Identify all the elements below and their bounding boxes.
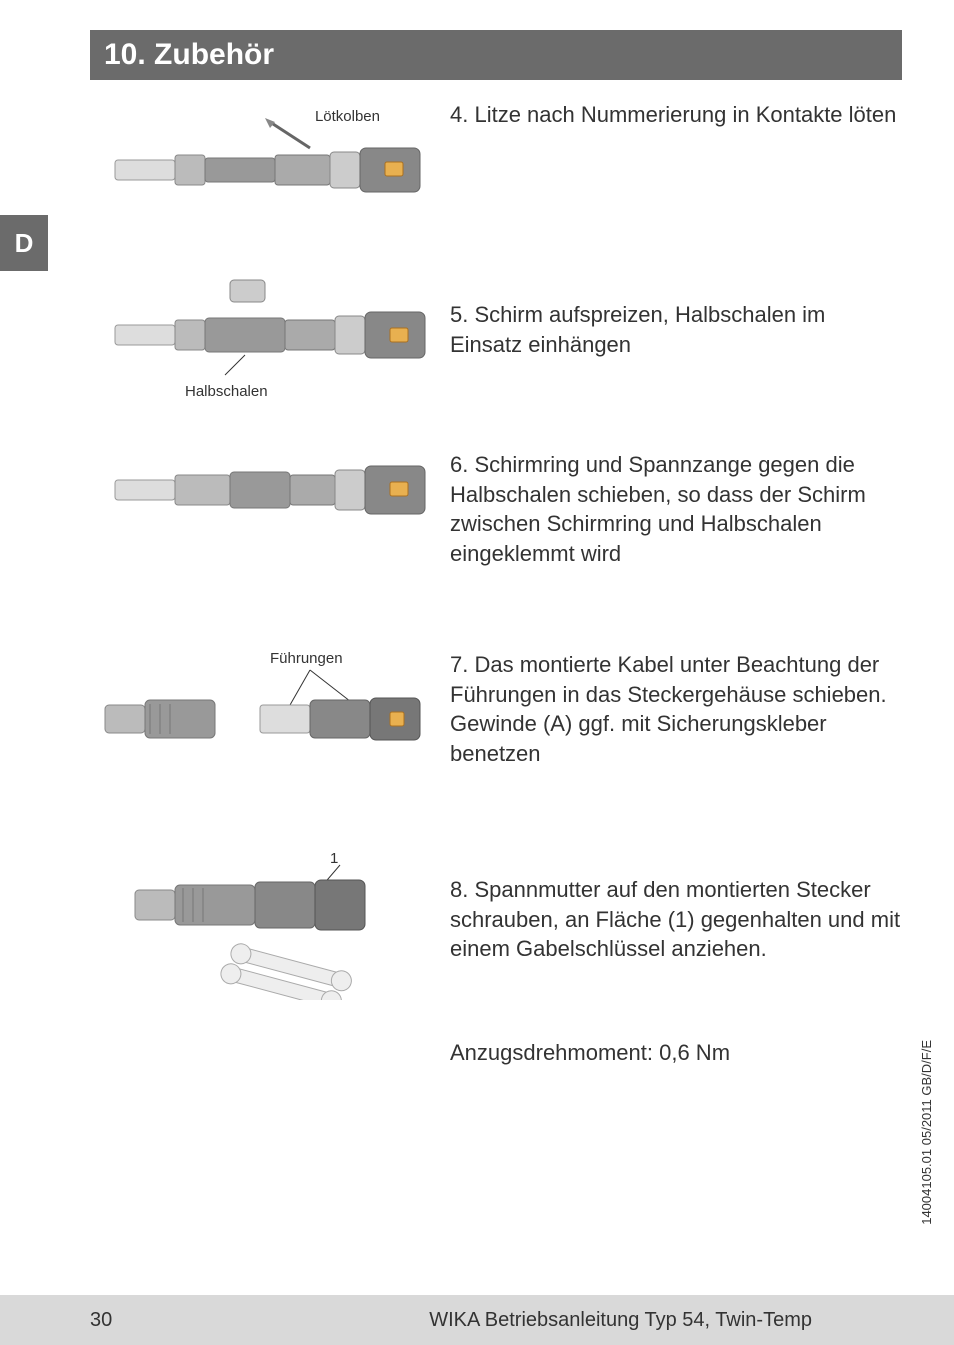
diagram-step5: Halbschalen <box>90 270 440 400</box>
step-row: 6. Schirmring und Spannzange gegen die H… <box>90 450 902 620</box>
page-footer: 30 WIKA Betriebsanleitung Typ 54, Twin-T… <box>0 1295 954 1345</box>
step-text: 8. Spannmutter auf den montierten Stecke… <box>440 850 902 964</box>
diagram-label: Führungen <box>270 650 343 667</box>
diagram-step7: Führungen <box>90 650 440 770</box>
section-title: 10. Zubehör <box>104 38 274 72</box>
connector-diagram-icon <box>95 650 435 770</box>
document-id: 14004105.01 05/2011 GB/D/F/E <box>919 1040 934 1225</box>
diagram-label: Halbschalen <box>185 383 268 400</box>
diagram-label: Lötkolben <box>315 108 380 125</box>
step-row: Halbschalen 5. Schirm aufspreizen, Halbs… <box>90 270 902 420</box>
diagram-step6 <box>90 450 440 530</box>
connector-diagram-icon <box>95 850 435 1000</box>
language-tab: D <box>0 215 48 271</box>
step-text: 4. Litze nach Nummerierung in Kontakte l… <box>440 100 902 130</box>
page-number: 30 <box>90 1309 112 1332</box>
step-row: Lötkolben 4. Litze nach Nummerierung in … <box>90 100 902 240</box>
connector-diagram-icon <box>95 270 435 400</box>
step-row: 1 <box>90 850 902 1010</box>
diagram-label: 1 <box>330 850 338 867</box>
language-tab-label: D <box>15 228 34 259</box>
torque-spec: Anzugsdrehmoment: 0,6 Nm <box>450 1040 902 1066</box>
step-row: Führungen 7. Das montierte Kabel unter B… <box>90 650 902 820</box>
step-text: 7. Das montierte Kabel unter Beachtung d… <box>440 650 902 769</box>
connector-diagram-icon <box>95 450 435 530</box>
content-area: Lötkolben 4. Litze nach Nummerierung in … <box>90 100 902 1066</box>
connector-diagram-icon <box>95 100 435 220</box>
diagram-step4: Lötkolben <box>90 100 440 220</box>
step-text: 6. Schirmring und Spannzange gegen die H… <box>440 450 902 569</box>
diagram-step8: 1 <box>90 850 440 1000</box>
footer-text: WIKA Betriebsanleitung Typ 54, Twin-Temp <box>429 1309 812 1332</box>
section-header: 10. Zubehör <box>90 30 902 80</box>
step-text: 5. Schirm aufspreizen, Halbschalen im Ei… <box>440 270 902 359</box>
